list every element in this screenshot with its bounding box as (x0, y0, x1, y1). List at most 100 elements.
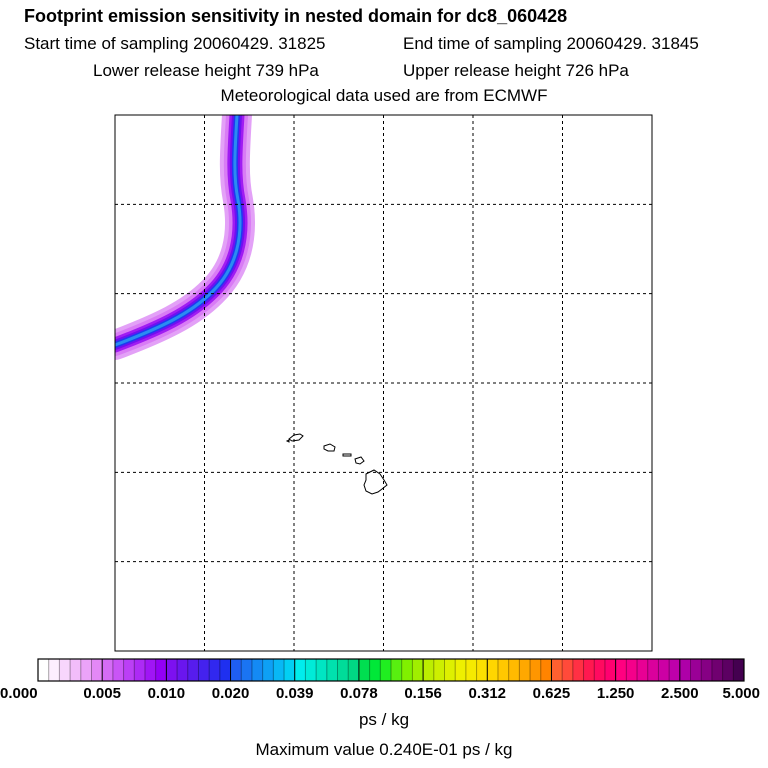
colorbar-segment (380, 659, 392, 681)
colorbar-segment (91, 659, 103, 681)
colorbar-tick-label: 0.156 (404, 685, 442, 702)
colorbar-segment (444, 659, 456, 681)
colorbar-segment (497, 659, 510, 681)
colorbar-segment (647, 659, 659, 681)
colorbar-tick-label: 2.500 (661, 685, 699, 702)
colorbar-segment (144, 659, 157, 681)
grid-layer (115, 115, 652, 651)
colorbar-tick-label: 0.020 (212, 685, 250, 702)
colorbar-tick-label: 0.005 (83, 685, 121, 702)
island-molokai (342, 453, 352, 457)
colorbar-segment (722, 659, 734, 681)
colorbar (37, 658, 745, 682)
colorbar-segment (423, 659, 435, 681)
colorbar-segment (412, 659, 424, 681)
upper-release-label: Upper release height 726 hPa (403, 61, 629, 80)
colorbar-segment (134, 659, 146, 681)
colorbar-segment (326, 659, 339, 681)
island-hawaii (363, 469, 388, 495)
colorbar-segment (198, 659, 210, 681)
colorbar-segment (701, 659, 713, 681)
colorbar-segment (219, 659, 232, 681)
island-maui (354, 456, 365, 465)
lower-release-label: Lower release height 739 hPa (93, 61, 319, 80)
island-oahu (323, 443, 336, 452)
colorbar-segment (251, 659, 264, 681)
plot-frame (114, 114, 653, 652)
colorbar-segment (348, 659, 360, 681)
colorbar-frame (37, 658, 745, 682)
colorbar-segment (209, 659, 221, 681)
colorbar-segment (679, 659, 692, 681)
colorbar-segment (316, 659, 328, 681)
colorbar-segment (572, 659, 585, 681)
colorbar-segment (690, 659, 702, 681)
colorbar-segment (38, 659, 50, 681)
colorbar-segment (540, 659, 552, 681)
colorbar-segment (358, 659, 371, 681)
chart-title: Footprint emission sensitivity in nested… (24, 6, 568, 26)
colorbar-segment (241, 659, 253, 681)
colorbar-segment (337, 659, 349, 681)
end-time-label: End time of sampling 20060429. 31845 (403, 34, 699, 53)
colorbar-segment (262, 659, 274, 681)
colorbar-segment (711, 659, 724, 681)
colorbar-segment (155, 659, 167, 681)
colorbar-segment (123, 659, 135, 681)
start-time-label: Start time of sampling 20060429. 31825 (24, 34, 326, 53)
colorbar-segment (112, 659, 125, 681)
colorbar-segment (594, 659, 606, 681)
colorbar-tick-label: 0.078 (340, 685, 378, 702)
island-niihau (285, 439, 290, 443)
plume-level-6 (115, 115, 242, 347)
colorbar-segment (102, 659, 114, 681)
colorbar-segment (476, 659, 488, 681)
colorbar-segment (391, 659, 403, 681)
colorbar-segment (305, 659, 317, 681)
plume-layer (115, 115, 255, 360)
met-data-label: Meteorological data used are from ECMWF (220, 86, 548, 105)
colorbar-segment (401, 659, 413, 681)
colorbar-segment (80, 659, 92, 681)
colorbar-tick-label: 0.000 (0, 685, 38, 702)
colorbar-segment (530, 659, 542, 681)
colorbar-segment (70, 659, 82, 681)
colorbar-segment (294, 659, 306, 681)
colorbar-ticks: 0.000 0.005 0.010 0.020 0.039 0.078 0.156 0.312… (0, 685, 760, 702)
colorbar-segment (284, 659, 296, 681)
island-kauai (288, 433, 304, 442)
colorbar-segment (626, 659, 638, 681)
colorbar-tick-label: 5.000 (722, 685, 760, 702)
colorbar-tick-label: 0.625 (533, 685, 571, 702)
colorbar-segment (433, 659, 445, 681)
colorbar-tick-label: 1.250 (597, 685, 635, 702)
colorbar-segment (48, 659, 60, 681)
colorbar-segment (669, 659, 681, 681)
colorbar-segment (551, 659, 563, 681)
colorbar-segment (59, 659, 71, 681)
colorbar-segment (230, 659, 242, 681)
colorbar-segment (369, 659, 381, 681)
colorbar-tick-label: 0.312 (468, 685, 506, 702)
colorbar-unit-label: ps / kg (358, 710, 410, 729)
colorbar-segment (487, 659, 499, 681)
colorbar-segment (166, 659, 178, 681)
colorbar-segment (465, 659, 478, 681)
colorbar-segment (733, 659, 745, 681)
colorbar-segment (615, 659, 627, 681)
colorbar-segment (508, 659, 520, 681)
colorbar-segment (187, 659, 199, 681)
coastline-hawaii (285, 433, 388, 495)
colorbar-segment (583, 659, 595, 681)
colorbar-segment (604, 659, 617, 681)
colorbar-segment (519, 659, 531, 681)
colorbar-segment (273, 659, 285, 681)
colorbar-tick-label: 0.039 (276, 685, 314, 702)
colorbar-tick-label: 0.010 (148, 685, 186, 702)
colorbar-segment (455, 659, 467, 681)
colorbar-segment (637, 659, 649, 681)
colorbar-segment (177, 659, 189, 681)
colorbar-segment (562, 659, 574, 681)
colorbar-segment (658, 659, 670, 681)
